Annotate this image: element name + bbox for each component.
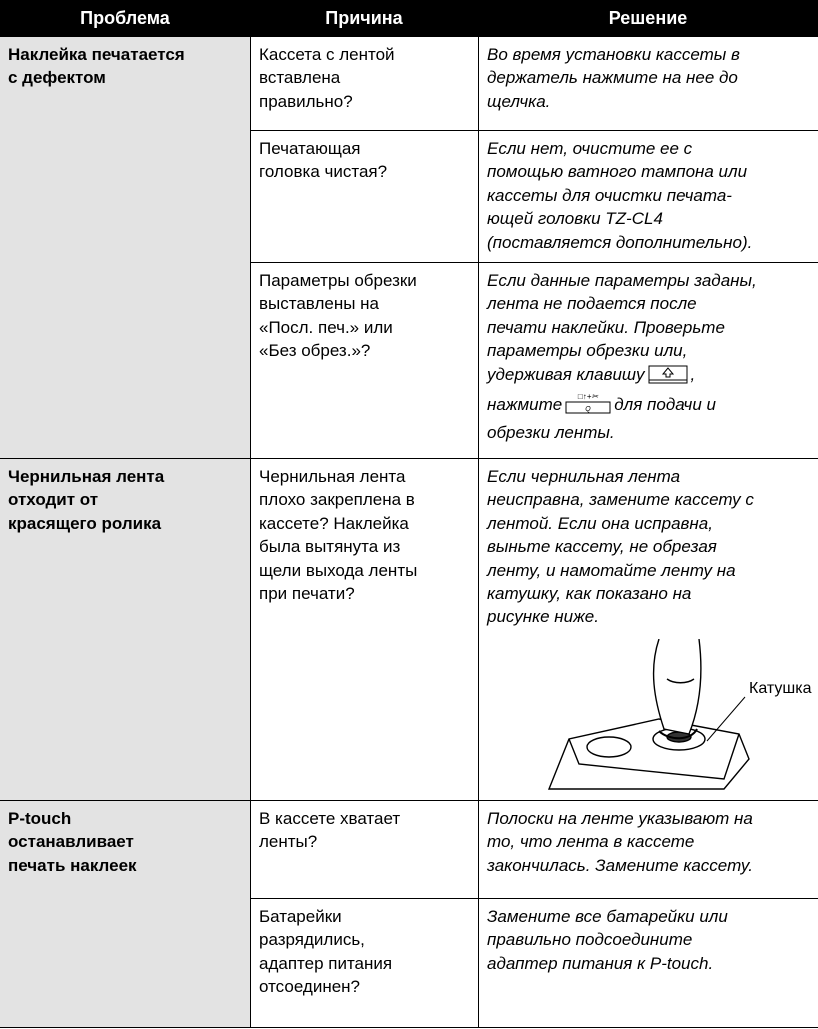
problem-line: красящего ролика	[8, 513, 162, 533]
cause-line: кассете? Наклейка	[259, 513, 409, 533]
problem-cell: Наклейка печатается с дефектом	[0, 36, 250, 458]
solution-text: нажмите	[487, 395, 563, 415]
problem-line: Наклейка печатается	[8, 45, 185, 64]
cause-line: плохо закреплена в	[259, 490, 415, 510]
cause-cell: Печатающая головка чистая?	[250, 130, 478, 262]
solution-line: Если нет, очистите ее с	[487, 139, 693, 158]
solution-line: (поставляется дополнительно).	[487, 232, 753, 252]
cause-line: головка чистая?	[259, 162, 388, 182]
problem-line: с дефектом	[8, 68, 106, 88]
solution-line: обрезки ленты.	[487, 423, 615, 443]
solution-line: Если данные параметры заданы,	[487, 271, 757, 290]
key-icon: □↑+✂ Q	[565, 391, 611, 421]
cause-line: Параметры обрезки	[259, 271, 417, 290]
solution-line: выньте кассету, не обрезая	[487, 537, 717, 557]
problem-line: Чернильная лента	[8, 467, 165, 486]
cause-line: ленты?	[259, 832, 318, 852]
cause-cell: Батарейки разрядились, адаптер питания отсо…	[250, 898, 478, 1027]
solution-text: ,	[690, 364, 696, 384]
solution-text: удерживая клавишу	[487, 364, 645, 384]
solution-line: Если чернильная лента	[487, 467, 681, 486]
solution-line: правильно подсоедините	[487, 930, 693, 950]
problem-cell: Чернильная лента отходит от красящего роли…	[0, 458, 250, 800]
svg-text:□↑+✂: □↑+✂	[578, 392, 600, 401]
cause-cell: Кассета с лентой вставлена правильно?	[250, 36, 478, 130]
cause-line: Батарейки	[259, 907, 342, 926]
solution-cell: Полоски на ленте указывают на то, что лен…	[478, 800, 818, 898]
solution-line: держатель нажмите на нее до	[487, 68, 738, 88]
problem-line: P-touch	[8, 809, 72, 828]
solution-line: рисунке ниже.	[487, 607, 599, 627]
cause-line: выставлены на	[259, 294, 379, 314]
table-bottom	[0, 1027, 818, 1028]
solution-line: Полоски на ленте указывают на	[487, 809, 753, 828]
solution-cell: Если данные параметры заданы, лента не по…	[478, 262, 818, 458]
solution-cell: Если нет, очистите ее с помощью ватного т…	[478, 130, 818, 262]
cause-line: Чернильная лента	[259, 467, 406, 486]
solution-line: неисправна, замените кассету с	[487, 490, 754, 510]
cause-line: отсоединен?	[259, 977, 361, 997]
solution-line: щелчка.	[487, 91, 551, 111]
cause-line: Кассета с лентой	[259, 45, 395, 64]
cause-line: «Без обрез.»?	[259, 341, 371, 361]
cause-line: щели выхода ленты	[259, 560, 418, 580]
header-cell: Причина	[250, 0, 478, 36]
solution-line: закончилась. Замените кассету.	[487, 855, 753, 875]
key-icon	[648, 365, 688, 391]
solution-line: лента не подается после	[487, 294, 697, 314]
solution-line: удерживая клавишу,	[487, 363, 810, 391]
illustration	[547, 638, 750, 790]
figure: Катушка	[509, 638, 812, 799]
solution-cell: Во время установки кассеты в держатель на…	[478, 36, 818, 130]
cause-cell: В кассете хватает ленты?	[250, 800, 478, 898]
solution-line: помощью ватного тампона или	[487, 162, 748, 182]
solution-line: то, что лента в кассете	[487, 832, 695, 852]
problem-line: останавливает	[8, 832, 134, 852]
problem-line: печать наклеек	[8, 855, 137, 875]
solution-text: для подачи и	[614, 395, 716, 415]
solution-cell: Если чернильная лента неисправна, заменит…	[478, 458, 818, 800]
solution-line: Замените все батарейки или	[487, 907, 728, 926]
solution-line: ющей головки TZ-CL4	[487, 209, 663, 229]
figure-label: Катушка	[749, 680, 812, 697]
cause-line: «Посл. печ.» или	[259, 317, 393, 337]
cause-line: разрядились,	[259, 930, 365, 950]
solution-line: Во время установки кассеты в	[487, 45, 740, 64]
solution-line: печати наклейки. Проверьте	[487, 317, 725, 337]
header-cell: Решение	[478, 0, 818, 36]
cause-line: Печатающая	[259, 139, 361, 158]
svg-text:Q: Q	[586, 406, 592, 413]
cause-line: В кассете хватает	[259, 809, 401, 828]
cause-line: адаптер питания	[259, 953, 393, 973]
solution-line: катушку, как показано на	[487, 584, 692, 604]
solution-cell: Замените все батарейки или правильно подс…	[478, 898, 818, 1027]
header-cell: Проблема	[0, 0, 250, 36]
solution-line: лентой. Если она исправна,	[487, 513, 713, 533]
cause-line: была вытянута из	[259, 537, 401, 557]
cause-line: при печати?	[259, 584, 355, 604]
cause-line: вставлена	[259, 68, 341, 88]
cause-cell: Параметры обрезки выставлены на «Посл. печ…	[250, 262, 478, 458]
solution-line: параметры обрезки или,	[487, 341, 688, 361]
cause-line: правильно?	[259, 91, 353, 111]
solution-line: кассеты для очистки печата-	[487, 185, 732, 205]
problem-line: отходит от	[8, 490, 99, 510]
cause-cell: Чернильная лента плохо закреплена в кассет…	[250, 458, 478, 800]
solution-line: ленту, и намотайте ленту на	[487, 560, 736, 580]
problem-cell: P-touch останавливает печать наклеек	[0, 800, 250, 1027]
solution-line: адаптер питания к P-touch.	[487, 953, 714, 973]
